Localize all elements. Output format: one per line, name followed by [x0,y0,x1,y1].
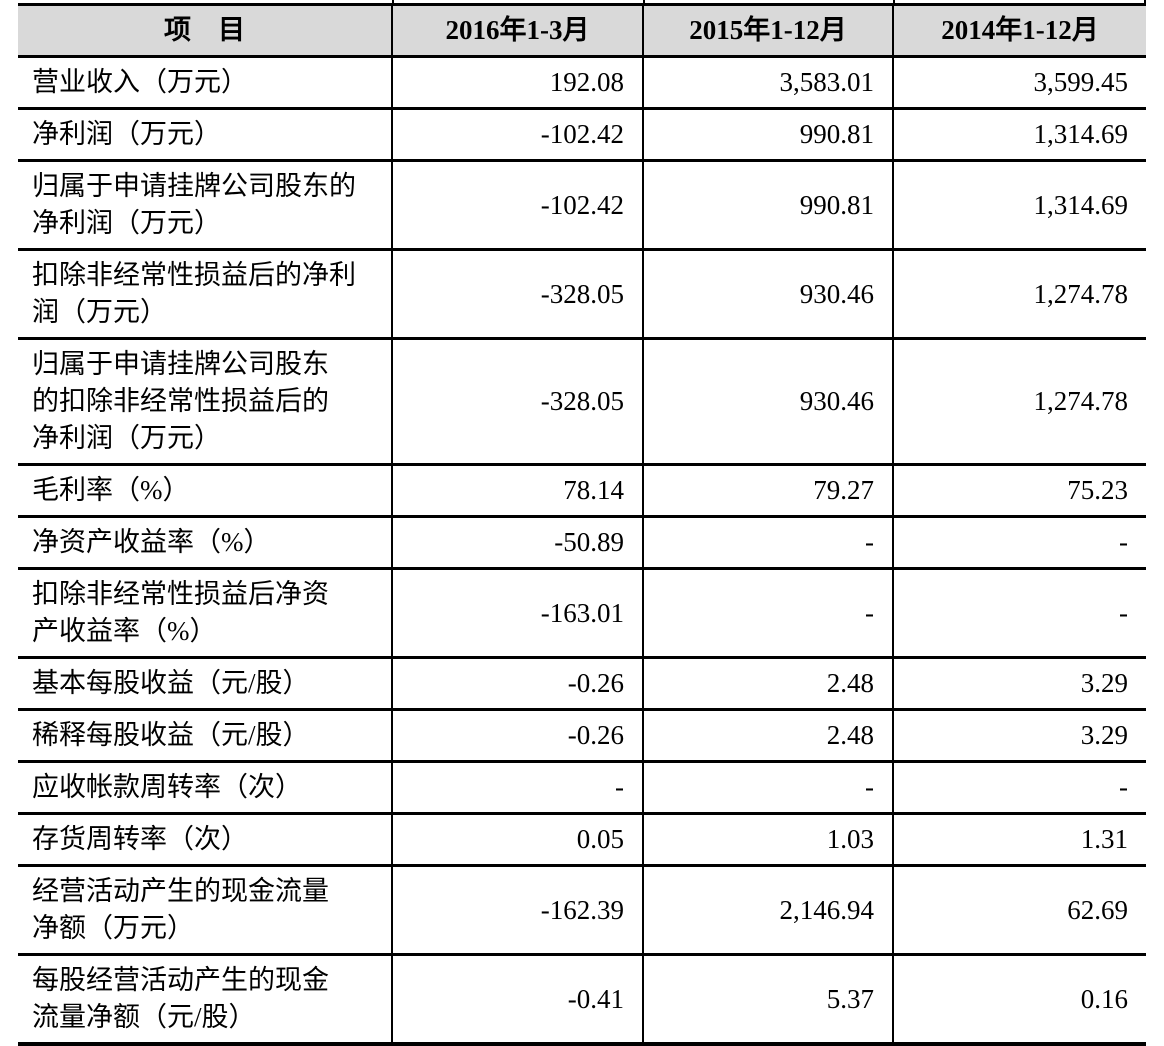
column-border-stub [643,0,645,3]
cell-value: 62.69 [892,865,1146,956]
header-item: 项 目 [18,3,392,58]
cell-value: -328.05 [391,338,643,466]
cell-value: - [642,568,893,659]
table-row-receivables-turnover: 应收帐款周转率（次） - - - [18,761,1146,815]
cell-value: 0.16 [892,954,1146,1046]
row-label: 归属于申请挂牌公司股东的 净利润（万元） [18,160,392,251]
row-label: 毛利率（%） [18,464,392,518]
cell-value: -328.05 [391,249,643,340]
cell-value: 2.48 [642,657,893,711]
header-2015: 2015年1-12月 [642,3,893,58]
data-table: 项 目 2016年1-3月 2015年1-12月 2014年1-12月 营业收入… [18,3,1146,1046]
cell-value: - [642,516,893,570]
cell-value: 2,146.94 [642,865,893,956]
table-row-roe-excl-nonrecurring: 扣除非经常性损益后净资 产收益率（%） -163.01 - - [18,568,1146,659]
cell-value: 930.46 [642,249,893,340]
column-border-stub [1144,0,1146,3]
cell-value: 3,583.01 [642,56,893,110]
financial-summary-table: 项 目 2016年1-3月 2015年1-12月 2014年1-12月 营业收入… [18,0,1146,1046]
cell-value: -50.89 [391,516,643,570]
row-label: 归属于申请挂牌公司股东 的扣除非经常性损益后的 净利润（万元） [18,338,392,466]
cell-value: - [892,761,1146,815]
row-label: 稀释每股收益（元/股） [18,709,392,763]
row-label: 净利润（万元） [18,108,392,162]
cell-value: 5.37 [642,954,893,1046]
table-row-basic-eps: 基本每股收益（元/股） -0.26 2.48 3.29 [18,657,1146,711]
cell-value: -102.42 [391,160,643,251]
row-label: 存货周转率（次） [18,813,392,867]
header-row: 项 目 2016年1-3月 2015年1-12月 2014年1-12月 [18,3,1146,58]
table-row-net-profit-attributable: 归属于申请挂牌公司股东的 净利润（万元） -102.42 990.81 1,31… [18,160,1146,251]
cell-value: - [642,761,893,815]
header-2014: 2014年1-12月 [892,3,1146,58]
table-row-gross-margin: 毛利率（%） 78.14 79.27 75.23 [18,464,1146,518]
row-label: 应收帐款周转率（次） [18,761,392,815]
row-label: 净资产收益率（%） [18,516,392,570]
cell-value: 3.29 [892,709,1146,763]
cell-value: 0.05 [391,813,643,867]
table-row-attributable-excl-nonrecurring: 归属于申请挂牌公司股东 的扣除非经常性损益后的 净利润（万元） -328.05 … [18,338,1146,466]
table-row-revenue: 营业收入（万元） 192.08 3,583.01 3,599.45 [18,56,1146,110]
cell-value: 1,314.69 [892,160,1146,251]
cell-value: 75.23 [892,464,1146,518]
table-row-operating-cash-flow-per-share: 每股经营活动产生的现金 流量净额（元/股） -0.41 5.37 0.16 [18,954,1146,1046]
cell-value: 930.46 [642,338,893,466]
row-label: 经营活动产生的现金流量 净额（万元） [18,865,392,956]
cell-value: 3.29 [892,657,1146,711]
table-row-net-profit-excl-nonrecurring: 扣除非经常性损益后的净利 润（万元） -328.05 930.46 1,274.… [18,249,1146,340]
table-row-roe: 净资产收益率（%） -50.89 - - [18,516,1146,570]
table-top-edge [18,0,1146,3]
cell-value: 192.08 [391,56,643,110]
table-header: 项 目 2016年1-3月 2015年1-12月 2014年1-12月 [18,3,1146,58]
cell-value: - [892,568,1146,659]
row-label: 基本每股收益（元/股） [18,657,392,711]
row-label: 扣除非经常性损益后的净利 润（万元） [18,249,392,340]
cell-value: 990.81 [642,160,893,251]
table-row-net-profit: 净利润（万元） -102.42 990.81 1,314.69 [18,108,1146,162]
cell-value: 1,314.69 [892,108,1146,162]
cell-value: 1.31 [892,813,1146,867]
row-label: 扣除非经常性损益后净资 产收益率（%） [18,568,392,659]
cell-value: -162.39 [391,865,643,956]
table-row-inventory-turnover: 存货周转率（次） 0.05 1.03 1.31 [18,813,1146,867]
cell-value: 1,274.78 [892,338,1146,466]
cell-value: 1,274.78 [892,249,1146,340]
table-body: 营业收入（万元） 192.08 3,583.01 3,599.45 净利润（万元… [18,56,1146,1046]
column-border-stub [893,0,895,3]
table-row-operating-cash-flow: 经营活动产生的现金流量 净额（万元） -162.39 2,146.94 62.6… [18,865,1146,956]
cell-value: - [391,761,643,815]
row-label: 营业收入（万元） [18,56,392,110]
column-border-stub [392,0,394,3]
cell-value: 3,599.45 [892,56,1146,110]
cell-value: - [892,516,1146,570]
cell-value: 1.03 [642,813,893,867]
cell-value: 79.27 [642,464,893,518]
cell-value: -0.26 [391,657,643,711]
cell-value: -102.42 [391,108,643,162]
cell-value: -163.01 [391,568,643,659]
table-row-diluted-eps: 稀释每股收益（元/股） -0.26 2.48 3.29 [18,709,1146,763]
row-label: 每股经营活动产生的现金 流量净额（元/股） [18,954,392,1046]
header-2016q1: 2016年1-3月 [391,3,643,58]
cell-value: 990.81 [642,108,893,162]
cell-value: -0.41 [391,954,643,1046]
cell-value: -0.26 [391,709,643,763]
cell-value: 78.14 [391,464,643,518]
cell-value: 2.48 [642,709,893,763]
